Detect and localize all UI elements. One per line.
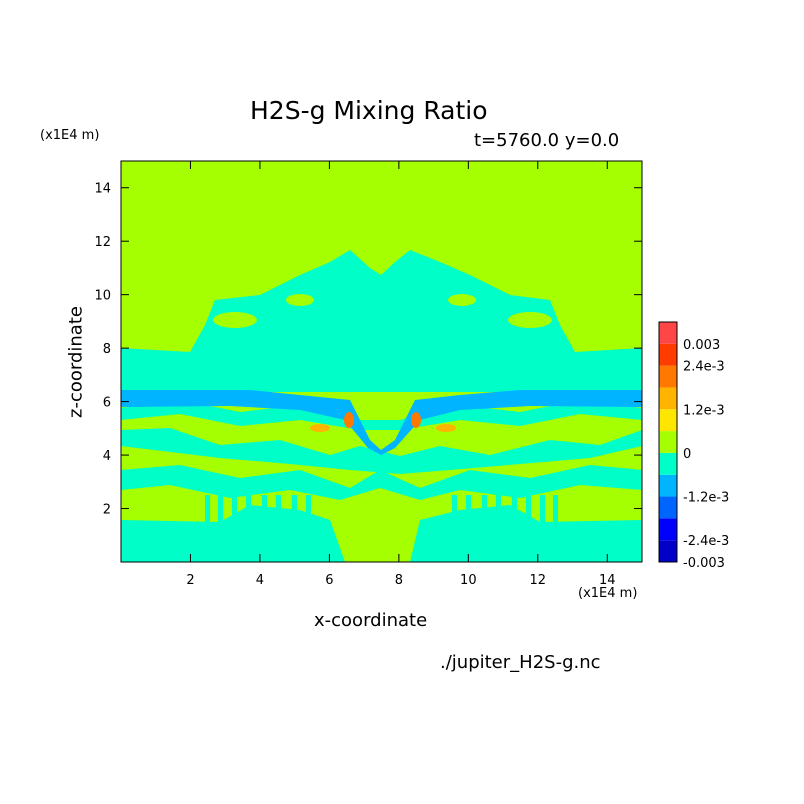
stripe-left-2: [232, 495, 237, 525]
stripe-right-1: [540, 495, 545, 525]
region-orange-right: [411, 412, 421, 428]
x-tick-label-2: 6: [325, 573, 333, 588]
y-tick-label-2: 6: [103, 396, 111, 411]
stripe-right-2: [526, 495, 531, 525]
region-stripes: [205, 495, 558, 525]
x-tick-label-6: 14: [599, 573, 616, 588]
colorbar-tick-label-3: 0: [683, 447, 691, 462]
chart-subtitle: t=5760.0 y=0.0: [474, 130, 620, 151]
x-tick-label-1: 4: [256, 573, 264, 588]
colorbar-frame: [658, 321, 678, 563]
colorbar-level-6: [659, 409, 677, 432]
region-lump-left: [213, 312, 257, 328]
colorbar-tick-label-1: 2.4e-3: [683, 360, 725, 375]
x-tick-label-5: 12: [530, 573, 547, 588]
colorbar-level-4: [659, 452, 677, 475]
colorbar-level-8: [659, 365, 677, 388]
region-central-dome: [121, 250, 642, 392]
colorbar-tick-label-6: -0.003: [683, 556, 725, 571]
plot-frame: [120, 160, 643, 563]
region-lower-band: [121, 505, 345, 562]
region-lump-cr: [448, 294, 476, 306]
region-yellow-left: [310, 424, 330, 432]
x-tick-label-0: 2: [186, 573, 194, 588]
y-tick-label-6: 14: [94, 182, 111, 197]
chart-title: H2S-g Mixing Ratio: [250, 96, 488, 125]
stripe-left-1: [218, 495, 223, 525]
stripe-right-4: [496, 495, 501, 525]
colorbar-level-3: [659, 474, 677, 497]
x-tick-label-3: 8: [395, 573, 403, 588]
colorbar-level-2: [659, 496, 677, 519]
stripe-right-5: [482, 495, 487, 525]
y-tick-label-3: 8: [103, 342, 111, 357]
colorbar-level-0: [659, 540, 677, 562]
y-tick-label-0: 2: [103, 503, 111, 518]
region-mid-band-1: [121, 465, 642, 500]
colorbar-ticks: 0.003 2.4e-3 1.2e-3 0 -1.2e-3 -2.4e-3 -0.003: [683, 338, 729, 571]
y-tick-label-5: 12: [94, 235, 111, 250]
stripe-left-4: [262, 495, 267, 525]
heatmap-field: [121, 161, 642, 562]
stripe-left-5: [276, 495, 281, 525]
region-lump-right: [508, 312, 552, 328]
stripe-left-3: [246, 495, 251, 525]
region-lump-cl: [286, 294, 314, 306]
x-tick-label-4: 10: [460, 573, 477, 588]
stripe-right-0: [553, 495, 558, 525]
y-tick-label-4: 10: [94, 289, 111, 304]
y-tick-label-1: 4: [103, 449, 111, 464]
stripe-right-3: [512, 495, 517, 525]
colorbar-tick-label-5: -2.4e-3: [683, 534, 729, 549]
region-blue-band: [121, 390, 642, 455]
colorbar-level-1: [659, 518, 677, 541]
colorbar-level-10: [659, 322, 677, 344]
stripe-right-7: [452, 495, 457, 525]
region-orange-left: [344, 412, 354, 428]
colorbar-tick-label-4: -1.2e-3: [683, 491, 729, 506]
x-axis-ticks: 2 4 6 8 10 12 14: [186, 161, 616, 588]
z-axis-unit: (x1E4 m): [40, 128, 100, 143]
stripe-right-6: [466, 495, 471, 525]
colorbar-level-9: [659, 343, 677, 366]
x-axis-unit: (x1E4 m): [578, 586, 638, 601]
stripe-left-7: [306, 495, 311, 525]
region-upper-wave: [121, 400, 642, 430]
stripe-left-6: [292, 495, 297, 525]
colorbar-level-5: [659, 431, 677, 453]
colorbar-level-7: [659, 387, 677, 410]
colorbar-tick-label-2: 1.2e-3: [683, 403, 725, 418]
source-file-label: ./jupiter_H2S-g.nc: [440, 652, 601, 673]
region-mid-band-2: [121, 428, 642, 474]
stripe-left-0: [205, 495, 210, 525]
region-yellow-right: [436, 424, 456, 432]
colorbar: [658, 321, 678, 563]
y-axis-ticks: 2 4 6 8 10 12 14: [94, 182, 642, 518]
colorbar-tick-label-0: 0.003: [683, 338, 720, 353]
x-axis-label: x-coordinate: [314, 610, 428, 631]
